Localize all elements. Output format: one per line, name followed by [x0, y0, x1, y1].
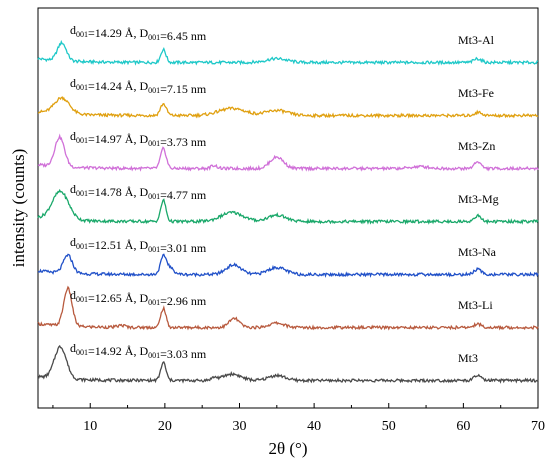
series-line-mt3-zn [37, 133, 539, 172]
plot-frame [37, 7, 539, 409]
series-lines [37, 39, 539, 384]
series-line-mt3-mg [37, 188, 539, 225]
d-spacing-annotation: d001=12.51 Å, D001=3.01 nm [70, 235, 207, 255]
series-name-label: Mt3-Fe [458, 86, 494, 100]
series-line-mt3-na [37, 253, 539, 278]
y-axis-title: intensity (counts) [9, 149, 28, 268]
x-axis-ticks: 10 20 30 40 50 60 70 [52, 403, 545, 434]
d-spacing-annotation: d001=14.24 Å, D001=7.15 nm [70, 76, 207, 96]
x-tick-label: 60 [456, 419, 470, 434]
series-name-label: Mt3 [458, 351, 478, 365]
d-spacing-annotation: d001=14.92 Å, D001=3.03 nm [70, 341, 207, 361]
x-tick-label: 20 [158, 419, 172, 434]
d-spacing-annotation: d001=12.65 Å, D001=2.96 nm [70, 288, 207, 308]
x-tick-label: 40 [307, 419, 321, 434]
x-tick-label: 70 [531, 419, 545, 434]
series-name-label: Mt3-Zn [458, 139, 495, 153]
series-line-mt3-li [37, 285, 539, 331]
series-name-label: Mt3-Li [458, 298, 493, 312]
x-axis-title: 2θ (°) [268, 439, 307, 458]
series-line-mt3 [37, 344, 539, 384]
series-labels: Mt3-Al d001=14.29 Å, D001=6.45 nm Mt3-Fe d0… [70, 23, 499, 365]
x-tick-label: 10 [83, 419, 97, 434]
d-spacing-annotation: d001=14.29 Å, D001=6.45 nm [70, 23, 207, 43]
series-name-label: Mt3-Al [458, 33, 495, 47]
d-spacing-annotation: d001=14.78 Å, D001=4.77 nm [70, 182, 207, 202]
d-spacing-annotation: d001=14.97 Å, D001=3.73 nm [70, 129, 207, 149]
series-name-label: Mt3-Mg [458, 192, 499, 206]
x-tick-label: 50 [382, 419, 396, 434]
series-line-mt3-fe [37, 96, 539, 119]
series-name-label: Mt3-Na [458, 245, 497, 259]
x-tick-label: 30 [232, 419, 246, 434]
series-line-mt3-al [37, 39, 539, 66]
